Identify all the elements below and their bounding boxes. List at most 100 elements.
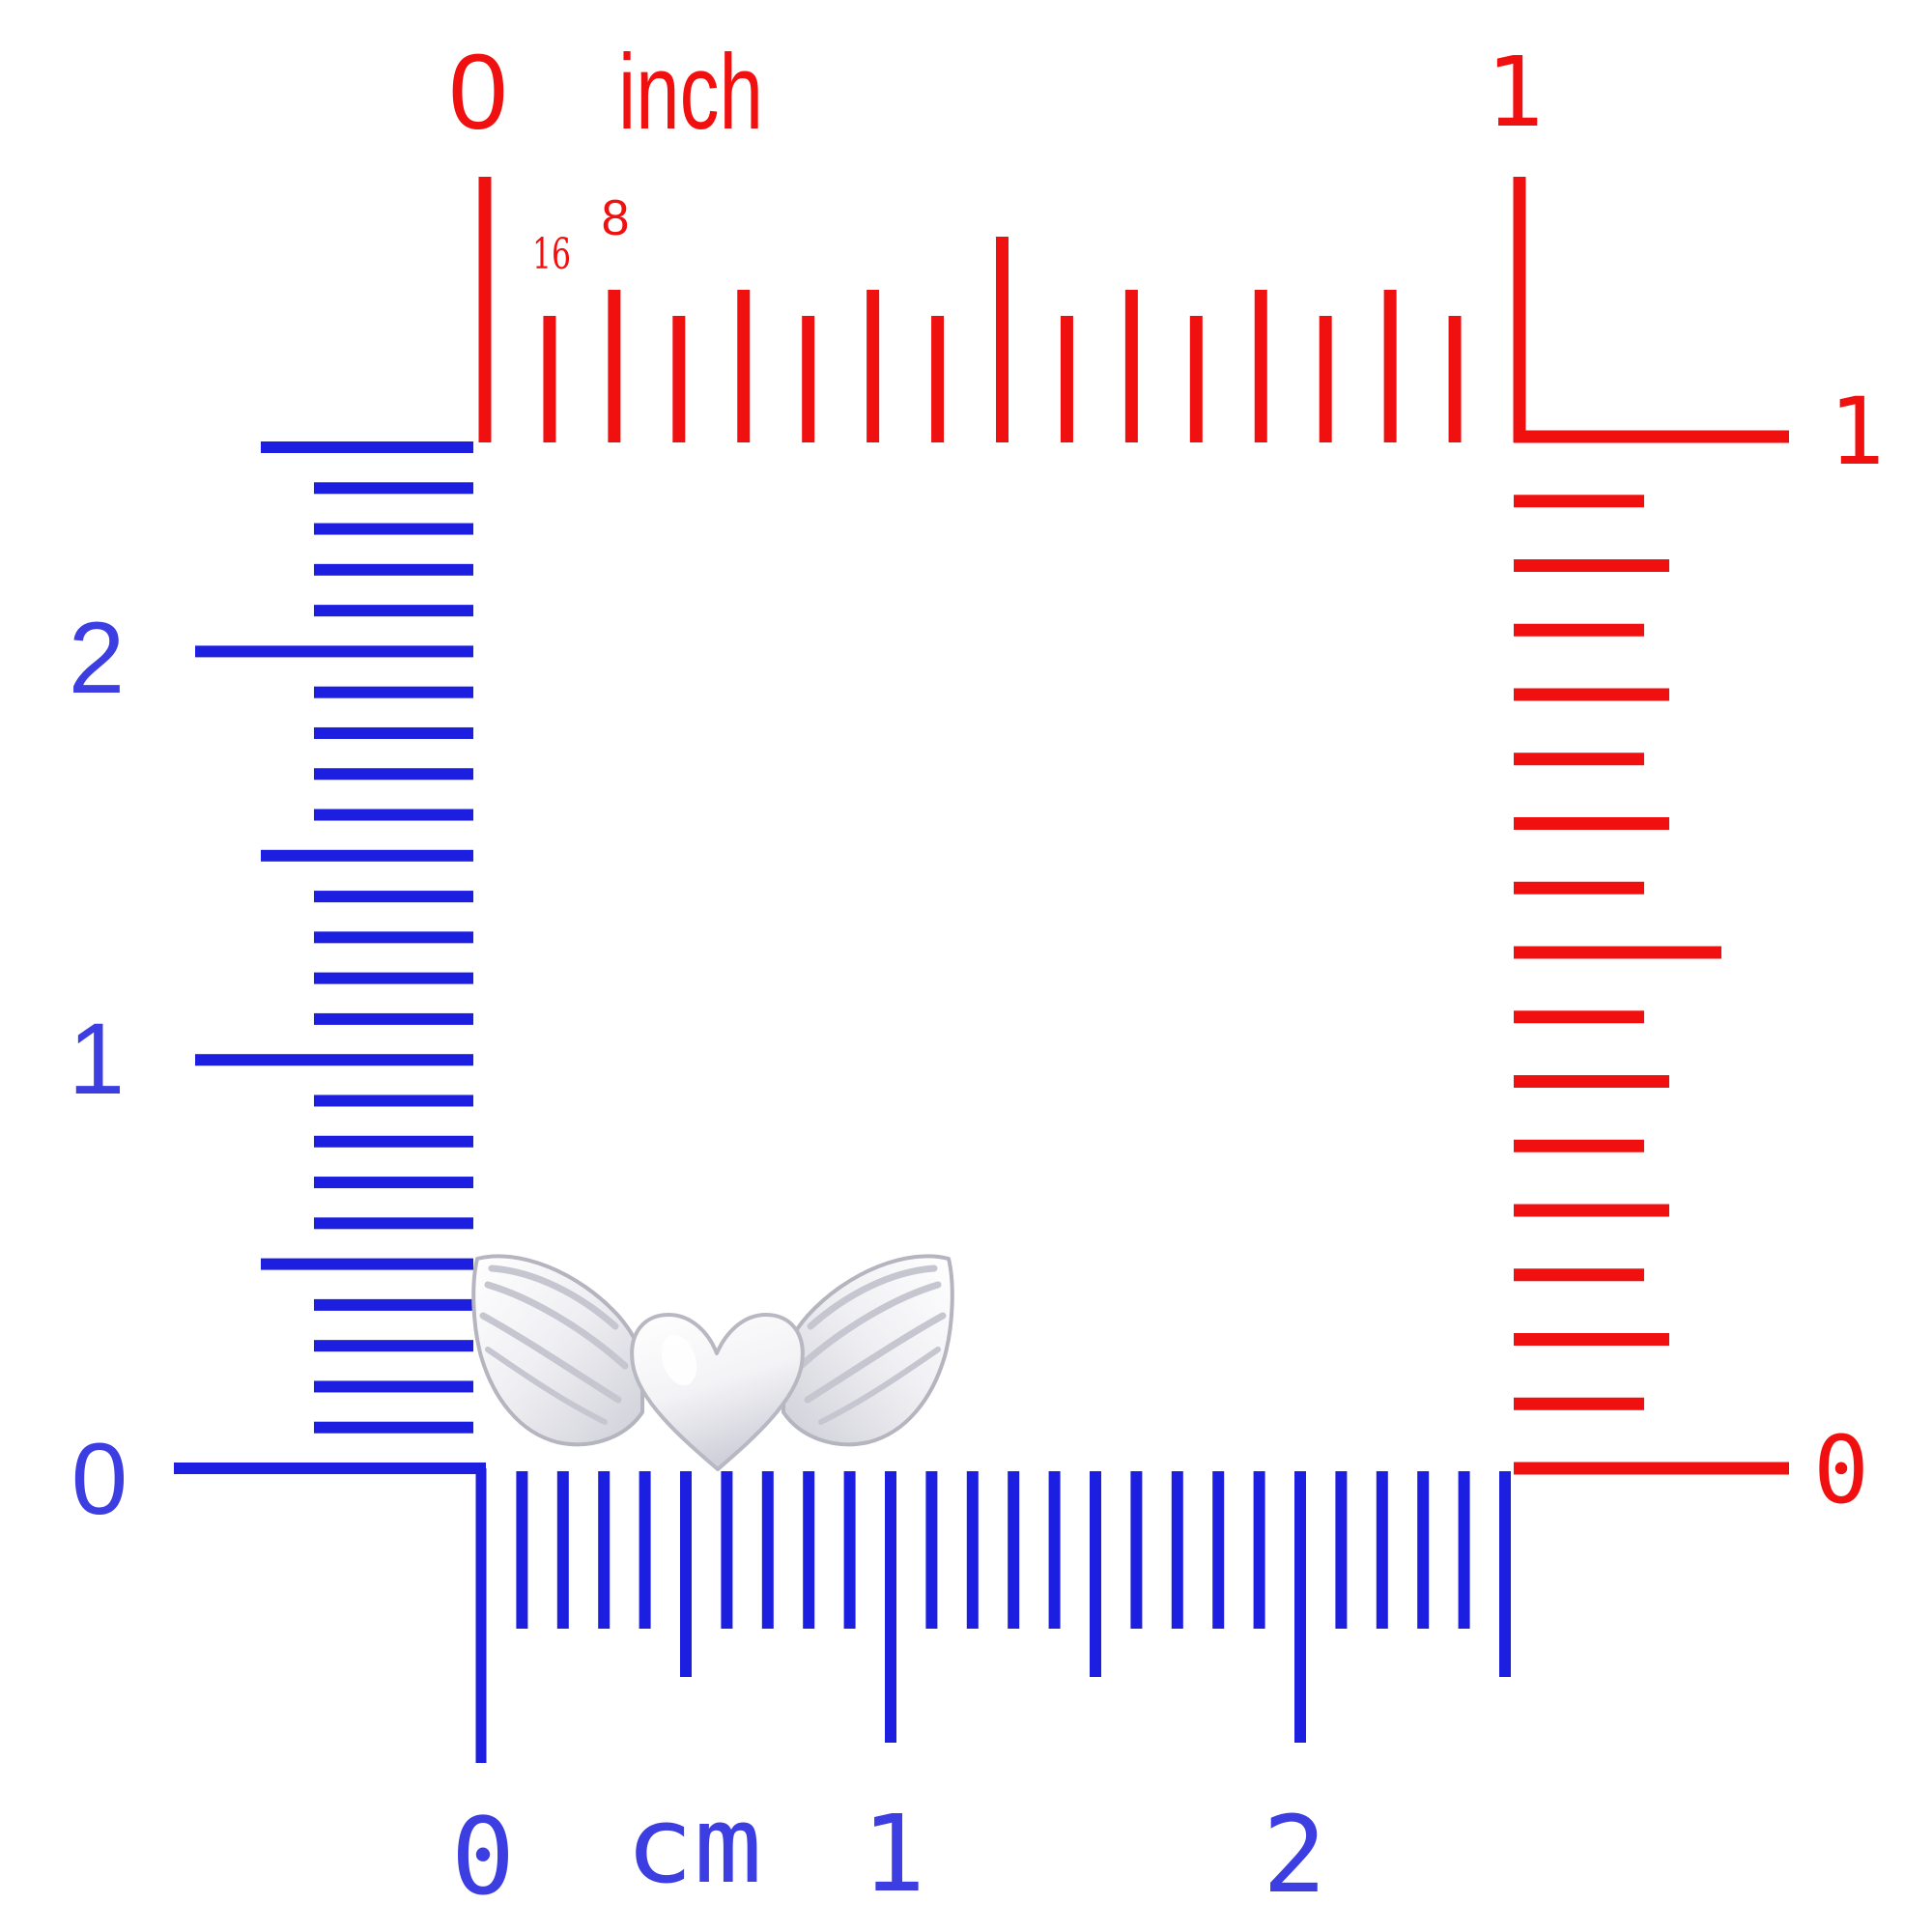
- right-ruler-zero-label: 0: [1813, 1416, 1869, 1524]
- mm-tick-left-20: [195, 645, 473, 658]
- inch-tick-13-16: [1319, 316, 1332, 442]
- mm-tick-left-19: [314, 686, 473, 698]
- mm-tick-left-24: [314, 482, 473, 495]
- mm-tick-bottom-11: [925, 1471, 938, 1629]
- inch-tick-right-2-16: [1514, 559, 1669, 572]
- mm-tick-bottom-24: [1458, 1471, 1470, 1629]
- mm-tick-bottom-5: [680, 1471, 692, 1677]
- inch-tick-right-14-16: [1514, 1333, 1669, 1346]
- inch-tick-14-16: [1383, 290, 1397, 442]
- inch-tick-9-16: [1060, 316, 1073, 442]
- inch-tick-right-1-16: [1514, 495, 1644, 508]
- mm-tick-left-4: [314, 1298, 473, 1311]
- cm-line-0-left: [174, 1463, 486, 1474]
- mm-tick-bottom-8: [803, 1471, 815, 1629]
- inch-tick-6-16: [867, 290, 880, 442]
- top-ruler-zero-label: 0: [448, 33, 507, 152]
- mm-tick-left-18: [314, 726, 473, 739]
- bottom-ruler-zero-label: 0: [451, 1795, 515, 1918]
- mm-tick-left-15: [261, 849, 473, 862]
- inch-tick-11-16: [1189, 316, 1203, 442]
- mm-tick-left-12: [314, 972, 473, 984]
- inch-tick-right-7-16: [1514, 881, 1644, 895]
- left-ruler-2-label: 2: [69, 602, 125, 715]
- cm-line-0-bottom: [475, 1468, 487, 1763]
- inch-tick-4-16: [737, 290, 751, 442]
- inch-tick-right-15-16: [1514, 1397, 1644, 1410]
- mm-tick-bottom-4: [639, 1471, 651, 1629]
- inch-tick-3-16: [672, 316, 686, 442]
- mm-tick-left-5: [261, 1258, 473, 1270]
- mm-tick-bottom-18: [1212, 1471, 1225, 1629]
- mm-tick-bottom-17: [1171, 1471, 1183, 1629]
- inch-tick-right-5-16: [1514, 753, 1644, 766]
- inch-tick-10-16: [1124, 290, 1138, 442]
- mm-tick-bottom-3: [598, 1471, 611, 1629]
- mm-tick-left-2: [314, 1380, 473, 1393]
- mm-tick-left-21: [314, 605, 473, 617]
- inch-tick-right-11-16: [1514, 1139, 1644, 1152]
- mm-tick-bottom-2: [556, 1471, 569, 1629]
- mm-tick-left-9: [314, 1094, 473, 1107]
- inch-tick-right-8-16: [1514, 946, 1721, 959]
- inch-tick-right-6-16: [1514, 817, 1669, 830]
- winged-heart-charm: [471, 1254, 952, 1471]
- heart-highlight: [661, 1334, 697, 1386]
- heart-icon: [630, 1313, 805, 1471]
- mm-tick-left-23: [314, 523, 473, 535]
- mm-tick-bottom-22: [1376, 1471, 1388, 1629]
- mm-tick-left-22: [314, 563, 473, 576]
- top-inch-ruler: [478, 177, 1526, 442]
- inch-tick-right-12-16: [1514, 1204, 1669, 1217]
- bottom-ruler-two-label: 2: [1263, 1793, 1326, 1917]
- mm-tick-left-17: [314, 768, 473, 781]
- inch-tick-1-16: [543, 316, 556, 442]
- mm-tick-bottom-6: [721, 1471, 733, 1629]
- bottom-cm-ruler: [475, 1468, 1511, 1763]
- mm-tick-left-11: [314, 1012, 473, 1025]
- mm-tick-left-10: [195, 1054, 473, 1066]
- mm-tick-left-14: [314, 891, 473, 903]
- left-cm-ruler: [174, 441, 486, 1474]
- inch-tick-right-4-16: [1514, 688, 1669, 701]
- mm-tick-bottom-10: [885, 1471, 896, 1743]
- inch-tick-right-13-16: [1514, 1268, 1644, 1282]
- mm-tick-bottom-7: [761, 1471, 774, 1629]
- mm-tick-bottom-9: [843, 1471, 856, 1629]
- mm-tick-left-16: [314, 809, 473, 821]
- left-ruler-0-label: 0: [71, 1423, 128, 1536]
- inch-tick-7-16: [931, 316, 945, 442]
- top-ruler-unit-label: inch: [618, 33, 763, 152]
- mm-tick-left-6: [314, 1217, 473, 1230]
- mm-tick-bottom-15: [1090, 1471, 1101, 1677]
- right-wing-icon: [783, 1256, 952, 1444]
- mm-tick-bottom-25: [1499, 1471, 1511, 1677]
- mm-tick-bottom-12: [966, 1471, 979, 1629]
- mm-tick-left-1: [314, 1421, 473, 1434]
- left-wing-icon: [471, 1254, 644, 1447]
- top-ruler-sixteenths-label: 16: [532, 230, 571, 279]
- inch-tick-right-3-16: [1514, 623, 1644, 637]
- right-ruler-one-label: 1: [1829, 378, 1885, 486]
- mm-tick-bottom-1: [516, 1471, 528, 1629]
- mm-tick-bottom-23: [1417, 1471, 1430, 1629]
- right-inch-ruler: [1514, 430, 1789, 1475]
- inch-tick-16-16: [1513, 177, 1526, 442]
- mm-tick-bottom-19: [1253, 1471, 1265, 1629]
- inch-tick-right-16-16: [1514, 1462, 1789, 1475]
- inch-tick-right-0-16: [1514, 430, 1789, 443]
- left-ruler-1-label: 1: [69, 1003, 125, 1116]
- inch-tick-12-16: [1254, 290, 1267, 442]
- inch-tick-0-16: [478, 177, 492, 442]
- inch-tick-right-10-16: [1514, 1075, 1669, 1088]
- inch-tick-2-16: [608, 290, 621, 442]
- inch-tick-right-9-16: [1514, 1010, 1644, 1024]
- mm-tick-bottom-20: [1294, 1471, 1306, 1743]
- inch-tick-5-16: [802, 316, 815, 442]
- top-ruler-eighths-label: 8: [602, 190, 630, 246]
- mm-tick-left-8: [314, 1135, 473, 1148]
- mm-tick-left-3: [314, 1340, 473, 1352]
- mm-tick-bottom-16: [1130, 1471, 1143, 1629]
- mm-tick-left-25: [261, 441, 473, 453]
